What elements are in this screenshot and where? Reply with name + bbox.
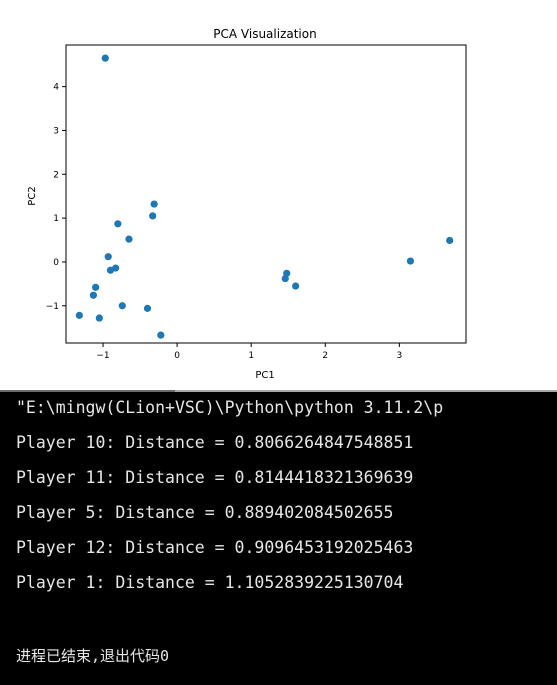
scatter-point: [75, 311, 83, 319]
pca-scatter-plot: PCA Visualization PC1 PC2 −1 0 1 2 3 −1 0 1 2 3 4: [27, 27, 467, 381]
console-top-border: [0, 390, 557, 392]
x-tick-label: 3: [396, 351, 402, 361]
scatter-point: [101, 54, 109, 62]
console-output-line: Player 12: Distance = 0.9096453192025463: [16, 538, 414, 557]
y-tick-label: −1: [46, 302, 59, 312]
scatter-point: [292, 282, 300, 290]
console-output-line: Player 1: Distance = 1.1052839225130704: [16, 573, 404, 592]
scatter-point: [446, 236, 454, 245]
y-tick-label: 0: [53, 258, 59, 268]
scatter-point: [106, 266, 115, 274]
plot-frame: [65, 44, 467, 344]
scatter-point: [118, 302, 126, 310]
y-tick-label: 3: [53, 126, 59, 136]
console-command-line: "E:\mingw(CLion+VSC)\Python\python 3.11.…: [16, 398, 444, 417]
x-tick-label: 1: [248, 351, 254, 361]
y-tick-label: 4: [53, 83, 59, 93]
x-tick-label: 2: [322, 351, 328, 361]
scatter-point: [92, 283, 100, 291]
scatter-point: [150, 200, 158, 208]
console-output-line: Player 5: Distance = 0.889402084502655: [16, 503, 394, 522]
x-axis-ticks: −1 0 1 2 3: [96, 343, 402, 361]
scatter-point: [125, 235, 133, 243]
x-tick-label: 0: [174, 351, 180, 361]
scatter-point: [89, 291, 98, 299]
scatter-point: [104, 253, 112, 261]
console-output-line: Player 11: Distance = 0.8144418321369639: [16, 468, 414, 487]
scatter-point: [114, 220, 122, 228]
y-tick-label: 1: [53, 214, 59, 224]
run-console: "E:\mingw(CLion+VSC)\Python\python 3.11.…: [0, 390, 557, 685]
chart-title: PCA Visualization: [213, 27, 316, 41]
scatter-point: [149, 212, 157, 220]
scatter-point: [95, 314, 103, 322]
scatter-point: [281, 274, 289, 283]
scatter-point: [406, 257, 415, 265]
x-tick-label: −1: [96, 351, 109, 361]
scatter-point: [157, 331, 165, 339]
console-output-line: Player 10: Distance = 0.8066264847548851: [16, 433, 414, 452]
pca-chart: PCA Visualization PC1 PC2 −1 0 1 2 3 −1 0 1 2 3 4: [27, 27, 467, 381]
console-exit-message: 进程已结束,退出代码0: [16, 647, 170, 665]
x-axis-label: PC1: [255, 370, 274, 381]
scatter-point: [143, 304, 152, 312]
data-points: [75, 54, 454, 339]
y-axis-label: PC2: [27, 186, 38, 205]
y-tick-label: 2: [53, 170, 59, 180]
y-axis-ticks: −1 0 1 2 3 4: [46, 83, 66, 312]
